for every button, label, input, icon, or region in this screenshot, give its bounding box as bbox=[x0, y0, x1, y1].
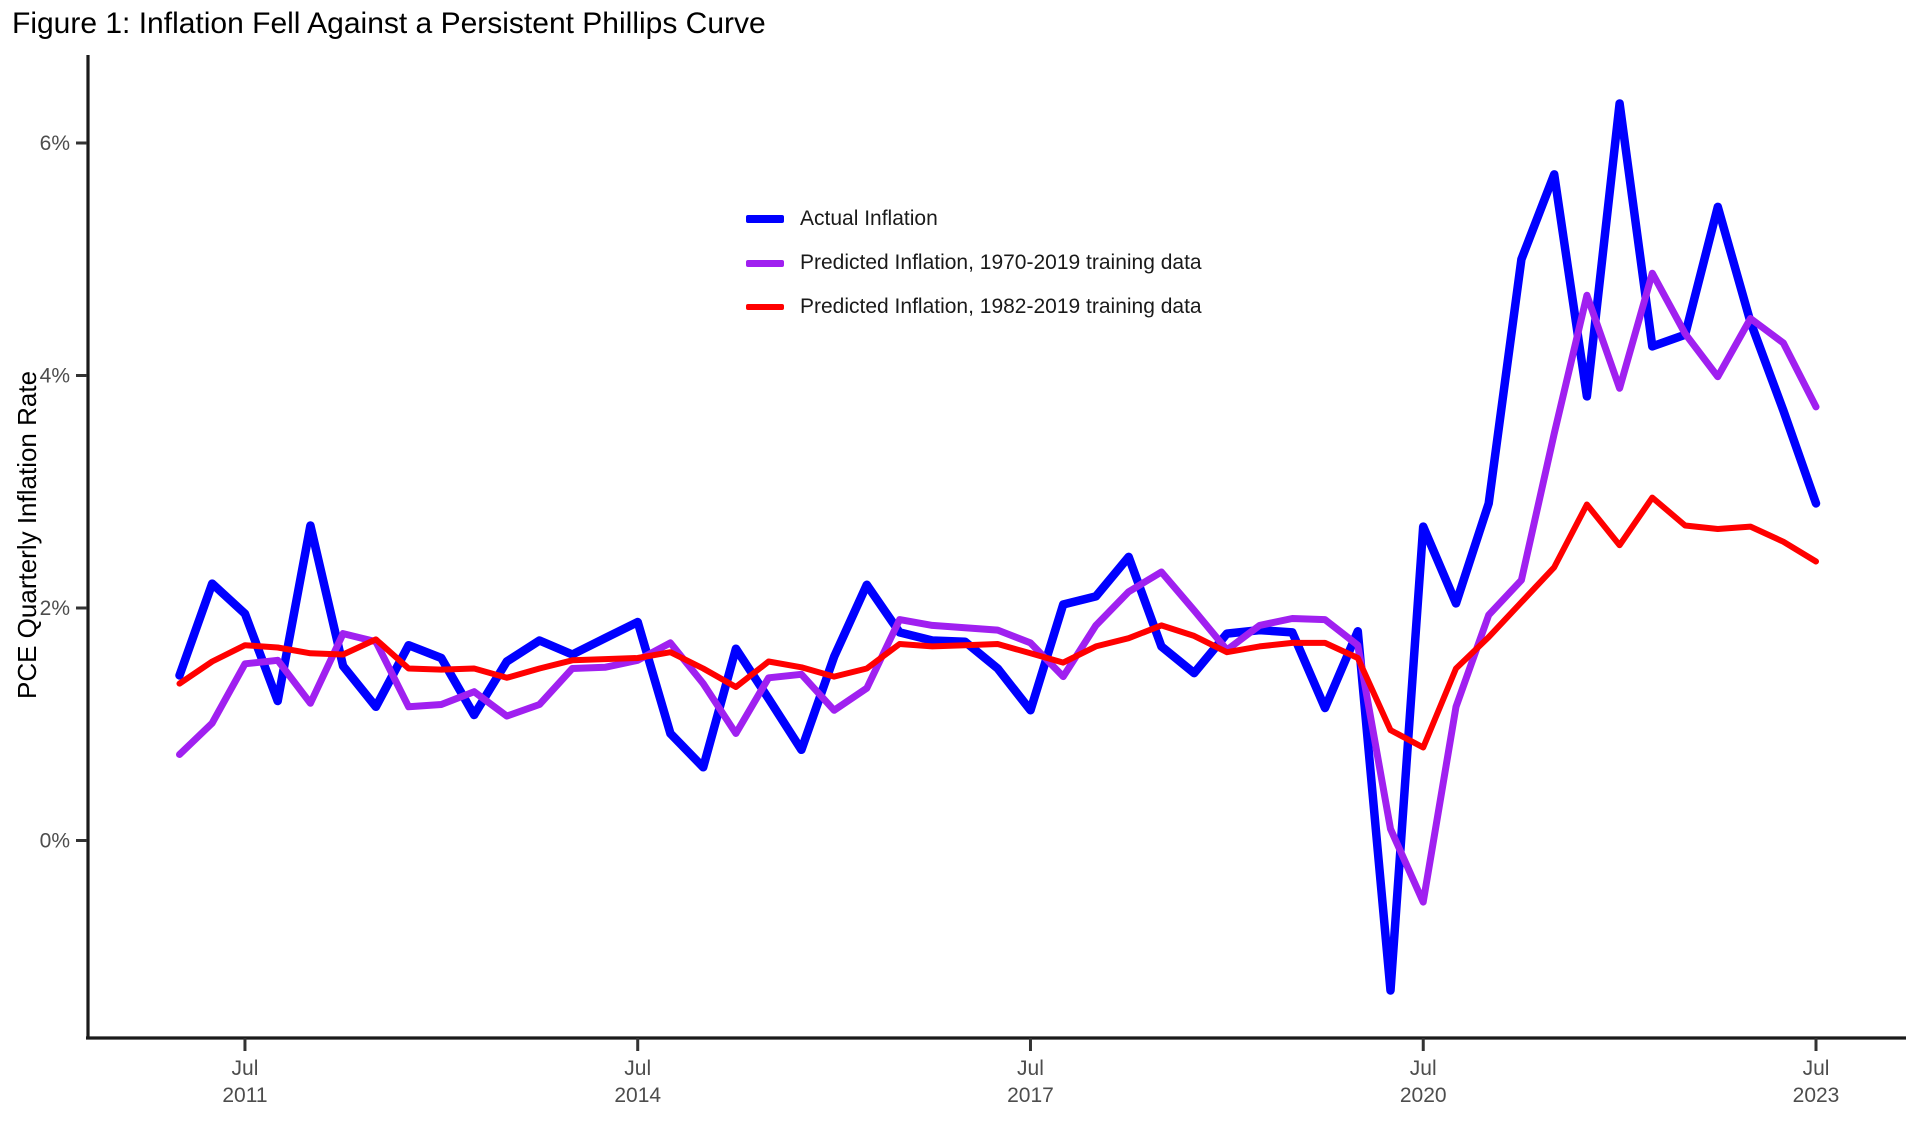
x-tick-label-year: 2017 bbox=[1007, 1084, 1054, 1107]
legend-item-predicted-1982: Predicted Inflation, 1982-2019 training … bbox=[746, 295, 1202, 319]
x-tick-label-year: 2011 bbox=[222, 1084, 267, 1107]
x-tick-label-month: Jul bbox=[1017, 1057, 1044, 1080]
x-tick-label-year: 2020 bbox=[1400, 1084, 1447, 1107]
x-tick-label-month: Jul bbox=[1803, 1057, 1830, 1080]
chart-legend: Actual Inflation Predicted Inflation, 19… bbox=[746, 207, 1202, 339]
y-tick-label: 4% bbox=[40, 365, 70, 388]
legend-label-predicted-1982: Predicted Inflation, 1982-2019 training … bbox=[800, 295, 1202, 318]
x-tick-label-month: Jul bbox=[232, 1057, 259, 1080]
legend-item-predicted-1970: Predicted Inflation, 1970-2019 training … bbox=[746, 251, 1202, 275]
legend-label-actual-inflation: Actual Inflation bbox=[800, 207, 938, 230]
legend-label-predicted-1970: Predicted Inflation, 1970-2019 training … bbox=[800, 251, 1202, 274]
x-tick-label-year: 2023 bbox=[1793, 1084, 1840, 1107]
actual-line bbox=[175, 99, 1821, 995]
pred_1970-line bbox=[176, 269, 1820, 906]
axes: 0% 2% 4% 6% Jul 2011 Jul 2014 Jul 2017 Jul 2020 Jul 2… bbox=[40, 55, 1906, 1107]
pred_1982-line bbox=[176, 494, 1819, 751]
x-tick-label-month: Jul bbox=[624, 1057, 651, 1080]
legend-key-predicted-1982 bbox=[746, 304, 784, 310]
legend-key-predicted-1970 bbox=[746, 259, 784, 267]
x-tick-label-month: Jul bbox=[1410, 1057, 1437, 1080]
series-lines bbox=[175, 99, 1821, 995]
legend-key-actual-inflation bbox=[746, 215, 784, 223]
y-tick-label: 6% bbox=[40, 132, 70, 155]
y-tick-label: 2% bbox=[40, 597, 70, 620]
figure-title: Figure 1: Inflation Fell Against a Persi… bbox=[12, 7, 766, 40]
legend-item-actual-inflation: Actual Inflation bbox=[746, 207, 1202, 231]
x-tick-label-year: 2014 bbox=[614, 1084, 661, 1107]
y-tick-label: 0% bbox=[40, 830, 70, 853]
